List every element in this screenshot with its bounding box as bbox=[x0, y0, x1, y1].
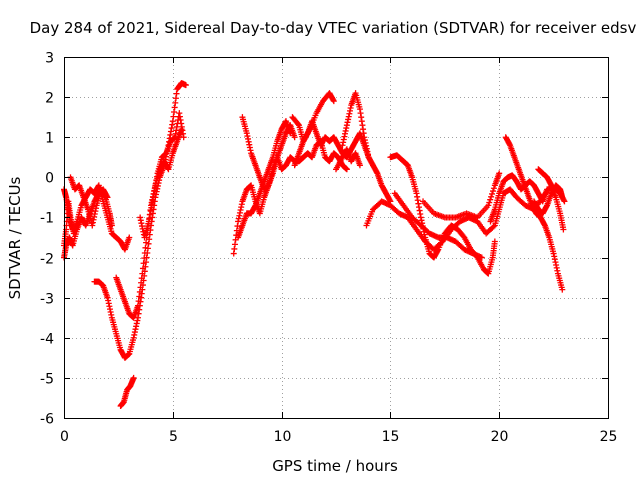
data-point-marker bbox=[139, 265, 146, 272]
y-tick-label: -3 bbox=[40, 292, 54, 308]
data-point-marker bbox=[142, 244, 149, 251]
axis-ticks bbox=[64, 57, 609, 419]
y-tick-label: -4 bbox=[40, 332, 54, 348]
data-point-marker bbox=[487, 196, 494, 203]
series-arc-m bbox=[291, 118, 394, 205]
data-point-marker bbox=[104, 194, 111, 201]
x-axis-label: GPS time / hours bbox=[272, 457, 398, 475]
series-arc-f bbox=[113, 126, 185, 321]
data-point-marker bbox=[295, 121, 302, 128]
data-point-marker bbox=[141, 249, 148, 256]
x-tick-labels: 0 5 10 15 20 25 bbox=[60, 429, 617, 445]
y-axis-label: SDTVAR / TECUs bbox=[6, 176, 24, 299]
data-point-marker bbox=[182, 82, 189, 89]
data-point-marker bbox=[490, 223, 497, 230]
data-point-marker bbox=[291, 134, 298, 141]
data-point-marker bbox=[485, 202, 492, 209]
y-tick-label: 1 bbox=[45, 131, 54, 147]
y-tick-label: 2 bbox=[45, 91, 54, 107]
series-arc-v bbox=[535, 166, 567, 233]
data-point-marker bbox=[478, 254, 485, 261]
y-tick-label: 0 bbox=[45, 171, 54, 187]
data-points bbox=[61, 80, 568, 409]
series-arc-k bbox=[239, 114, 350, 193]
y-tick-label: -6 bbox=[40, 412, 54, 428]
x-tick-label: 0 bbox=[60, 429, 69, 445]
data-point-marker bbox=[139, 270, 146, 277]
y-tick-label: 3 bbox=[45, 51, 54, 67]
series-arc-o bbox=[333, 146, 363, 173]
series-arc-t bbox=[487, 172, 551, 225]
data-point-marker bbox=[544, 186, 551, 193]
series-arc-n bbox=[339, 90, 372, 161]
data-point-marker bbox=[141, 255, 148, 262]
data-point-marker bbox=[140, 260, 147, 267]
series-arc-q bbox=[387, 152, 498, 277]
data-point-marker bbox=[559, 194, 566, 201]
y-tick-label: -2 bbox=[40, 252, 54, 268]
data-point-marker bbox=[343, 166, 350, 173]
series-arc-u bbox=[502, 134, 566, 293]
data-point-marker bbox=[108, 222, 115, 229]
x-tick-label: 25 bbox=[600, 429, 618, 445]
data-point-marker bbox=[489, 190, 496, 197]
data-point-marker bbox=[130, 374, 137, 381]
plot-frame bbox=[64, 57, 609, 419]
chart-title: Day 284 of 2021, Sidereal Day-to-day VTE… bbox=[30, 19, 637, 37]
data-point-marker bbox=[365, 154, 372, 161]
data-point-marker bbox=[559, 286, 566, 293]
series-arc-s bbox=[420, 170, 503, 221]
data-point-marker bbox=[496, 170, 503, 177]
data-point-marker bbox=[180, 134, 187, 141]
data-point-marker bbox=[491, 238, 498, 245]
data-point-marker bbox=[287, 130, 294, 137]
x-tick-label: 15 bbox=[382, 429, 400, 445]
data-point-marker bbox=[126, 234, 133, 241]
y-tick-labels: 3 2 1 0 -1 -2 -3 -4 -5 -6 bbox=[40, 51, 54, 428]
series-arc-w bbox=[531, 182, 566, 217]
data-point-marker bbox=[560, 226, 567, 233]
data-point-marker bbox=[489, 188, 496, 195]
series-arc-h bbox=[137, 110, 187, 241]
data-point-marker bbox=[143, 239, 150, 246]
x-tick-label: 20 bbox=[491, 429, 509, 445]
data-point-marker bbox=[561, 198, 568, 205]
data-point-marker bbox=[69, 226, 76, 233]
data-point-marker bbox=[490, 185, 497, 192]
x-tick-label: 5 bbox=[169, 429, 178, 445]
data-point-marker bbox=[488, 193, 495, 200]
series-arc-g bbox=[117, 374, 137, 409]
y-tick-label: -5 bbox=[40, 372, 54, 388]
data-point-marker bbox=[330, 98, 337, 105]
data-point-marker bbox=[486, 199, 493, 206]
series-arc-r bbox=[391, 190, 485, 261]
x-tick-label: 10 bbox=[274, 429, 292, 445]
data-point-marker bbox=[356, 162, 363, 169]
y-tick-label: -1 bbox=[40, 211, 54, 227]
